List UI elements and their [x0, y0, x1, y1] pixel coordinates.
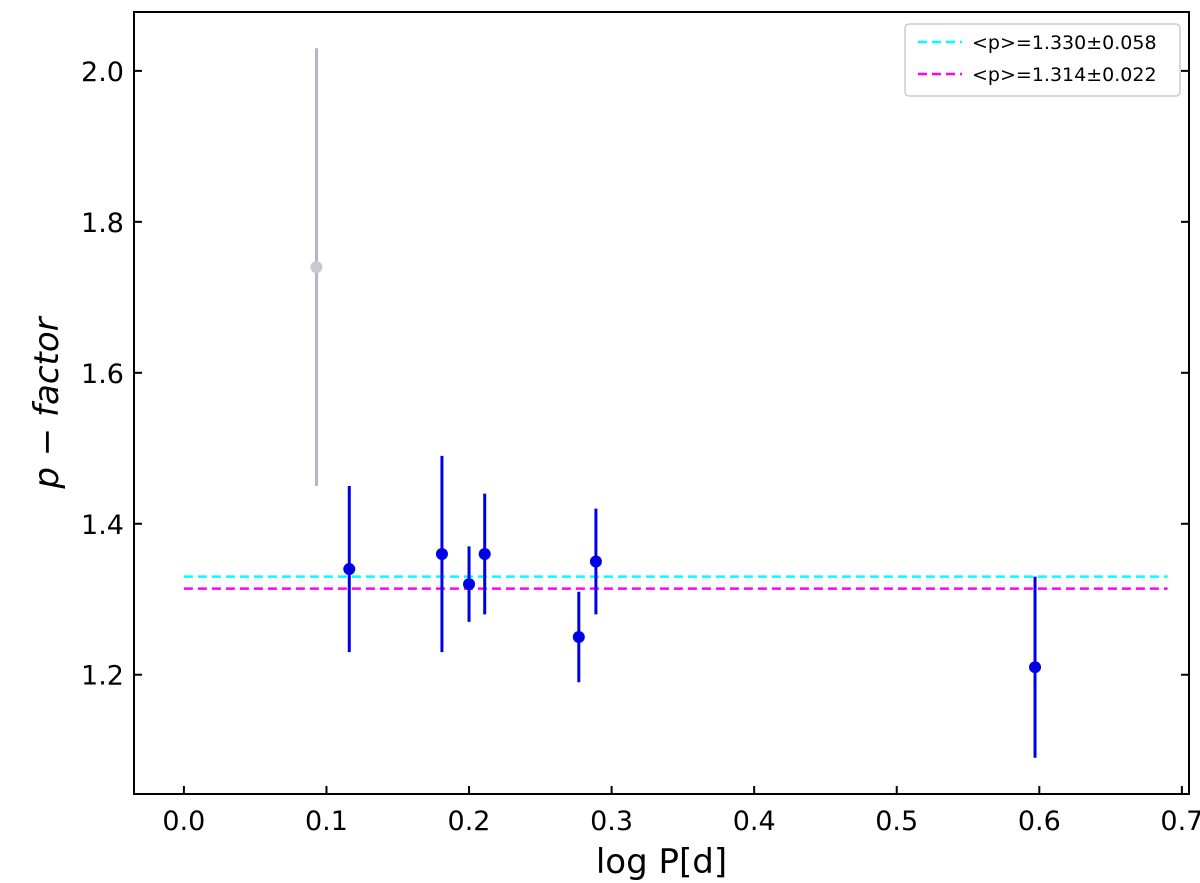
x-tick-label-3: 0.3	[590, 806, 633, 837]
y-tick-label-4: 2.0	[81, 57, 124, 88]
y-tick-label-2: 1.6	[81, 359, 124, 390]
legend-entry-magenta: <p>=1.314±0.022	[972, 64, 1157, 86]
legend-box	[904, 23, 1181, 97]
data-point-0-1	[435, 547, 448, 560]
data-point-0-2	[463, 578, 476, 591]
data-point-1-0	[310, 261, 323, 274]
y-tick-label-3: 1.8	[81, 208, 124, 239]
data-point-0-4	[572, 630, 585, 643]
data-point-0-0	[343, 563, 356, 576]
x-tick-label-7: 0.7	[1160, 806, 1200, 837]
y-axis-label: p − factor	[27, 315, 67, 489]
axes-frame	[133, 11, 1190, 795]
x-tick-label-1: 0.1	[305, 806, 348, 837]
data-points	[310, 261, 1042, 674]
x-tick-label-2: 0.2	[448, 806, 491, 837]
reference-lines	[183, 575, 1168, 590]
ticks	[134, 69, 1189, 794]
data-point-0-3	[478, 547, 491, 560]
legend-entry-cyan: <p>=1.330±0.058	[972, 32, 1157, 54]
error-bars	[314, 48, 1037, 758]
data-point-0-6	[1029, 661, 1042, 674]
x-tick-label-5: 0.5	[875, 806, 918, 837]
x-tick-label-0: 0.0	[162, 806, 205, 837]
data-point-0-5	[589, 555, 602, 568]
x-axis-label: log P[d]	[596, 842, 727, 882]
y-tick-label-1: 1.4	[81, 510, 124, 541]
tick-labels: 0.0 0.1 0.2 0.3 0.4 0.5 0.6 0.7 1.2 1.4 1.6 1.8 2.0	[81, 57, 1200, 837]
y-tick-label-0: 1.2	[81, 661, 124, 692]
x-tick-label-4: 0.4	[733, 806, 776, 837]
legend: <p>=1.330±0.058 <p>=1.314±0.022	[904, 23, 1181, 97]
x-tick-label-6: 0.6	[1018, 806, 1061, 837]
